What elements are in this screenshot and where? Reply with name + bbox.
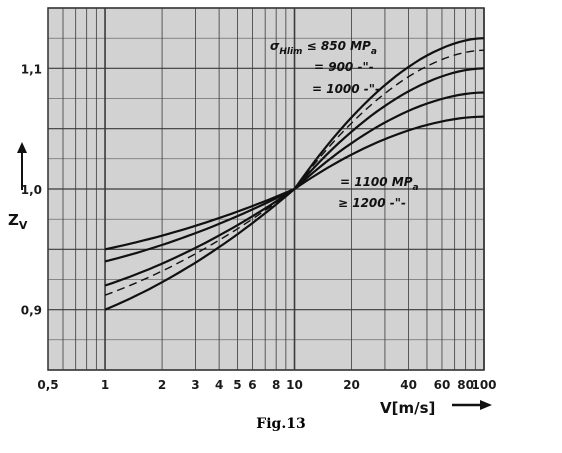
x-axis-title: V[m/s] [380, 399, 492, 417]
x-tick-label: 2 [158, 378, 166, 392]
y-tick-label: 1,1 [21, 62, 42, 76]
series-group [104, 37, 485, 311]
label-1100: = 1100 MPa [340, 175, 419, 193]
x-tick-label: 80 [457, 378, 474, 392]
x-tick-label: 20 [343, 378, 360, 392]
curve-labels-upper: σHlim ≤ 850 MPa = 900 -"- = 1000 -"- [270, 39, 380, 96]
x-tick-label: 3 [191, 378, 199, 392]
curve-labels-lower: = 1100 MPa ≥ 1200 -"- [338, 175, 419, 210]
x-axis-arrow-icon [480, 400, 492, 410]
x-tick-label: 40 [400, 378, 417, 392]
label-1000: = 1000 -"- [312, 82, 380, 96]
x-tick-label: 0,5 [37, 378, 58, 392]
label-900: = 900 -"- [314, 60, 374, 74]
y-axis-title: ZV [8, 142, 28, 232]
x-tick-label: 8 [272, 378, 280, 392]
series-line [104, 49, 485, 296]
svg-text:ZV: ZV [8, 211, 28, 232]
x-tick-label: 5 [233, 378, 241, 392]
svg-text:V[m/s]: V[m/s] [380, 399, 435, 417]
x-tick-label: 100 [471, 378, 496, 392]
label-1200: ≥ 1200 -"- [338, 196, 406, 210]
series-line [104, 115, 485, 251]
x-tick-label: 6 [248, 378, 256, 392]
y-tick-label: 1,0 [21, 183, 42, 197]
x-tick-label: 4 [215, 378, 223, 392]
x-tick-label: 60 [434, 378, 451, 392]
y-tick-label: 0,9 [21, 304, 42, 318]
label-850: σHlim ≤ 850 MPa [270, 39, 377, 57]
x-tick-label: 1 [101, 378, 109, 392]
grid [47, 7, 485, 371]
figure-caption: Fig.13 [256, 416, 306, 432]
x-tick-label: 10 [286, 378, 303, 392]
y-axis-arrow-icon [17, 142, 27, 153]
